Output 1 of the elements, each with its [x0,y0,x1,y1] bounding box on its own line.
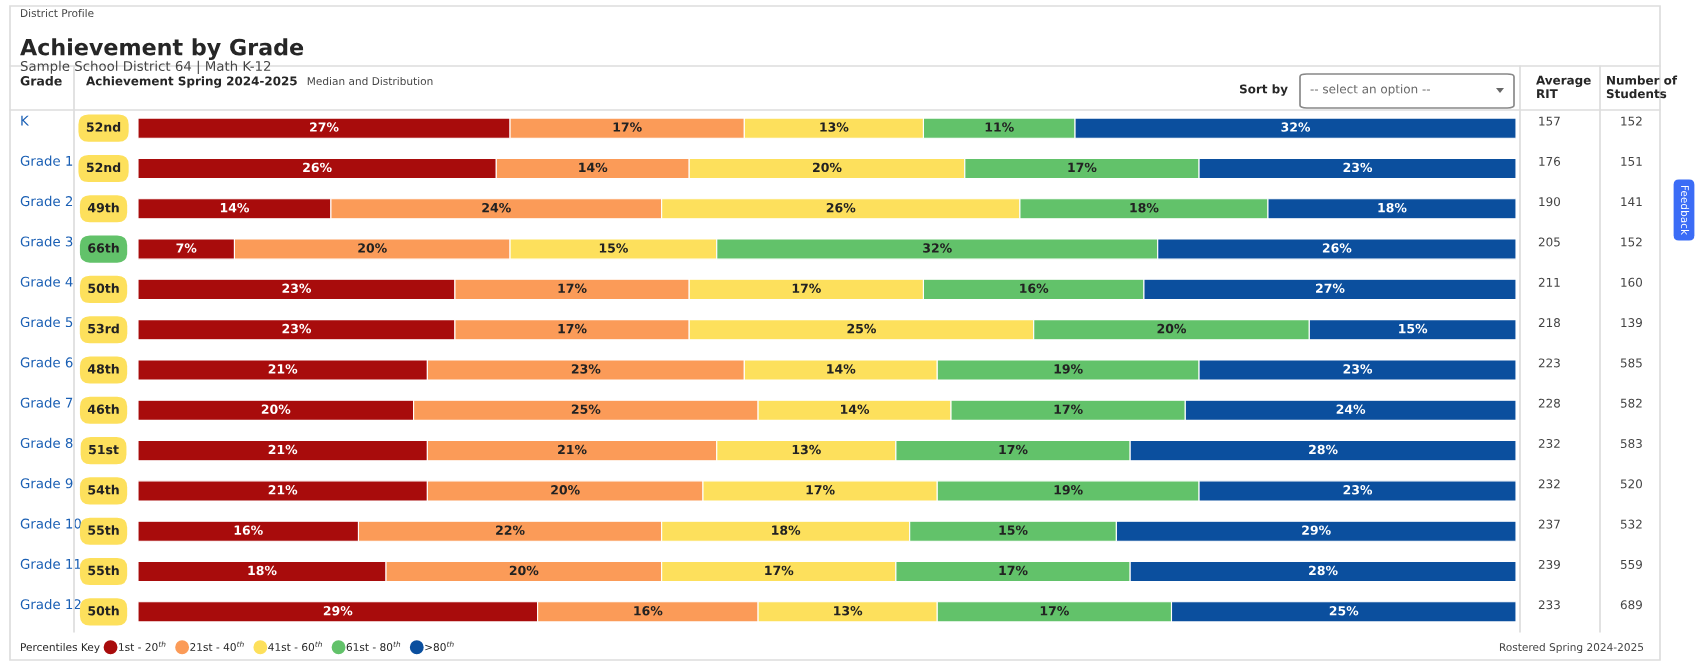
chart-title: Achievement by Grade [20,38,304,60]
